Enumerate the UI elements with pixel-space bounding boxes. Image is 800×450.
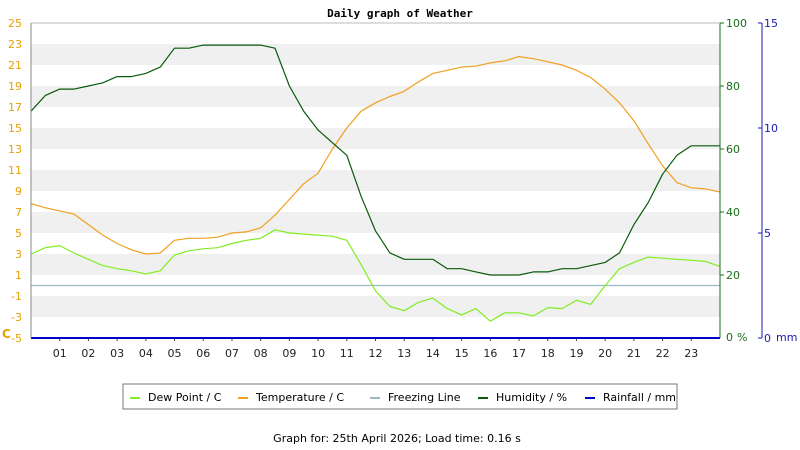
x-tick-label: 12 [369,347,383,360]
legend: Dew Point / C Temperature / C Freezing Lin… [122,383,678,410]
plot-band [31,128,720,149]
left-tick-label: 9 [15,185,22,198]
right-tick-label: 100 [726,17,747,30]
left-tick-label: -1 [11,290,22,303]
left-tick-label: 1 [15,269,22,282]
legend-item-temp: Temperature / C [238,391,344,404]
legend-item-humidity: Humidity / % [478,391,567,404]
x-tick-label: 13 [397,347,411,360]
x-tick-label: 04 [139,347,153,360]
x-tick-label: 07 [225,347,239,360]
legend-label: Rainfall / mm [603,391,676,404]
rain-tick-label: 10 [764,122,778,135]
x-tick-label: 06 [196,347,210,360]
x-tick-label: 01 [53,347,67,360]
plot-band [31,44,720,65]
left-tick-label: 15 [8,122,22,135]
right-tick-label: 60 [726,143,740,156]
axes [30,22,763,338]
left-tick-label: -3 [11,311,22,324]
left-tick-label: 13 [8,143,22,156]
x-tick-label: 14 [426,347,440,360]
right-tick-label: 20 [726,269,740,282]
left-tick-label: 7 [15,206,22,219]
right-tick-label: 80 [726,80,740,93]
x-tick-label: 19 [569,347,583,360]
series-lines [30,44,721,339]
series-line-temp [30,55,721,255]
plot-band [31,296,720,317]
legend-label: Freezing Line [388,391,461,404]
legend-item-freeze: Freezing Line [370,391,461,404]
x-tick-label: 18 [541,347,555,360]
legend-item-rain: Rainfall / mm [585,391,676,404]
left-tick-label: 5 [15,227,22,240]
x-tick-label: 15 [455,347,469,360]
x-tick-label: 05 [168,347,182,360]
chart-title: Daily graph of Weather [327,7,473,20]
x-tick-label: 02 [81,347,95,360]
legend-label: Dew Point / C [148,391,222,404]
plot-band [31,254,720,275]
rain-axis-unit: mm [776,331,797,344]
plot-bands [31,44,720,317]
x-tick-label: 10 [311,347,325,360]
plot-band [31,212,720,233]
right-tick-label: 40 [726,206,740,219]
right-tick-label: 0 [726,331,733,344]
left-axis-unit: C [2,327,11,341]
series-line-dew [30,229,721,322]
left-tick-label: 23 [8,38,22,51]
right-axis-unit: % [737,331,747,344]
rain-tick-label: 15 [764,17,778,30]
legend-label: Temperature / C [255,391,344,404]
left-tick-label: -5 [11,332,22,345]
x-tick-label: 08 [254,347,268,360]
left-tick-label: 19 [8,80,22,93]
legend-item-dew: Dew Point / C [130,391,222,404]
x-tick-label: 21 [627,347,641,360]
chart-footer: Graph for: 25th April 2026; Load time: 0… [273,432,521,445]
left-tick-label: 21 [8,59,22,72]
tick-labels: -5-3-11357911131517192123252040608010005… [8,17,778,360]
rain-tick-label: 0 [764,332,771,345]
x-tick-label: 16 [483,347,497,360]
x-tick-label: 23 [684,347,698,360]
plot-band [31,170,720,191]
left-tick-label: 3 [15,248,22,261]
series-line-humidity [30,44,720,276]
x-tick-label: 20 [598,347,612,360]
plot-band [31,86,720,107]
x-tick-label: 17 [512,347,526,360]
x-tick-label: 11 [340,347,354,360]
left-tick-label: 17 [8,101,22,114]
x-tick-label: 09 [282,347,296,360]
legend-box [122,383,678,410]
x-tick-label: 03 [110,347,124,360]
legend-label: Humidity / % [496,391,567,404]
x-tick-label: 22 [656,347,670,360]
left-tick-label: 25 [8,17,22,30]
left-tick-label: 11 [8,164,22,177]
rain-tick-label: 5 [764,227,771,240]
